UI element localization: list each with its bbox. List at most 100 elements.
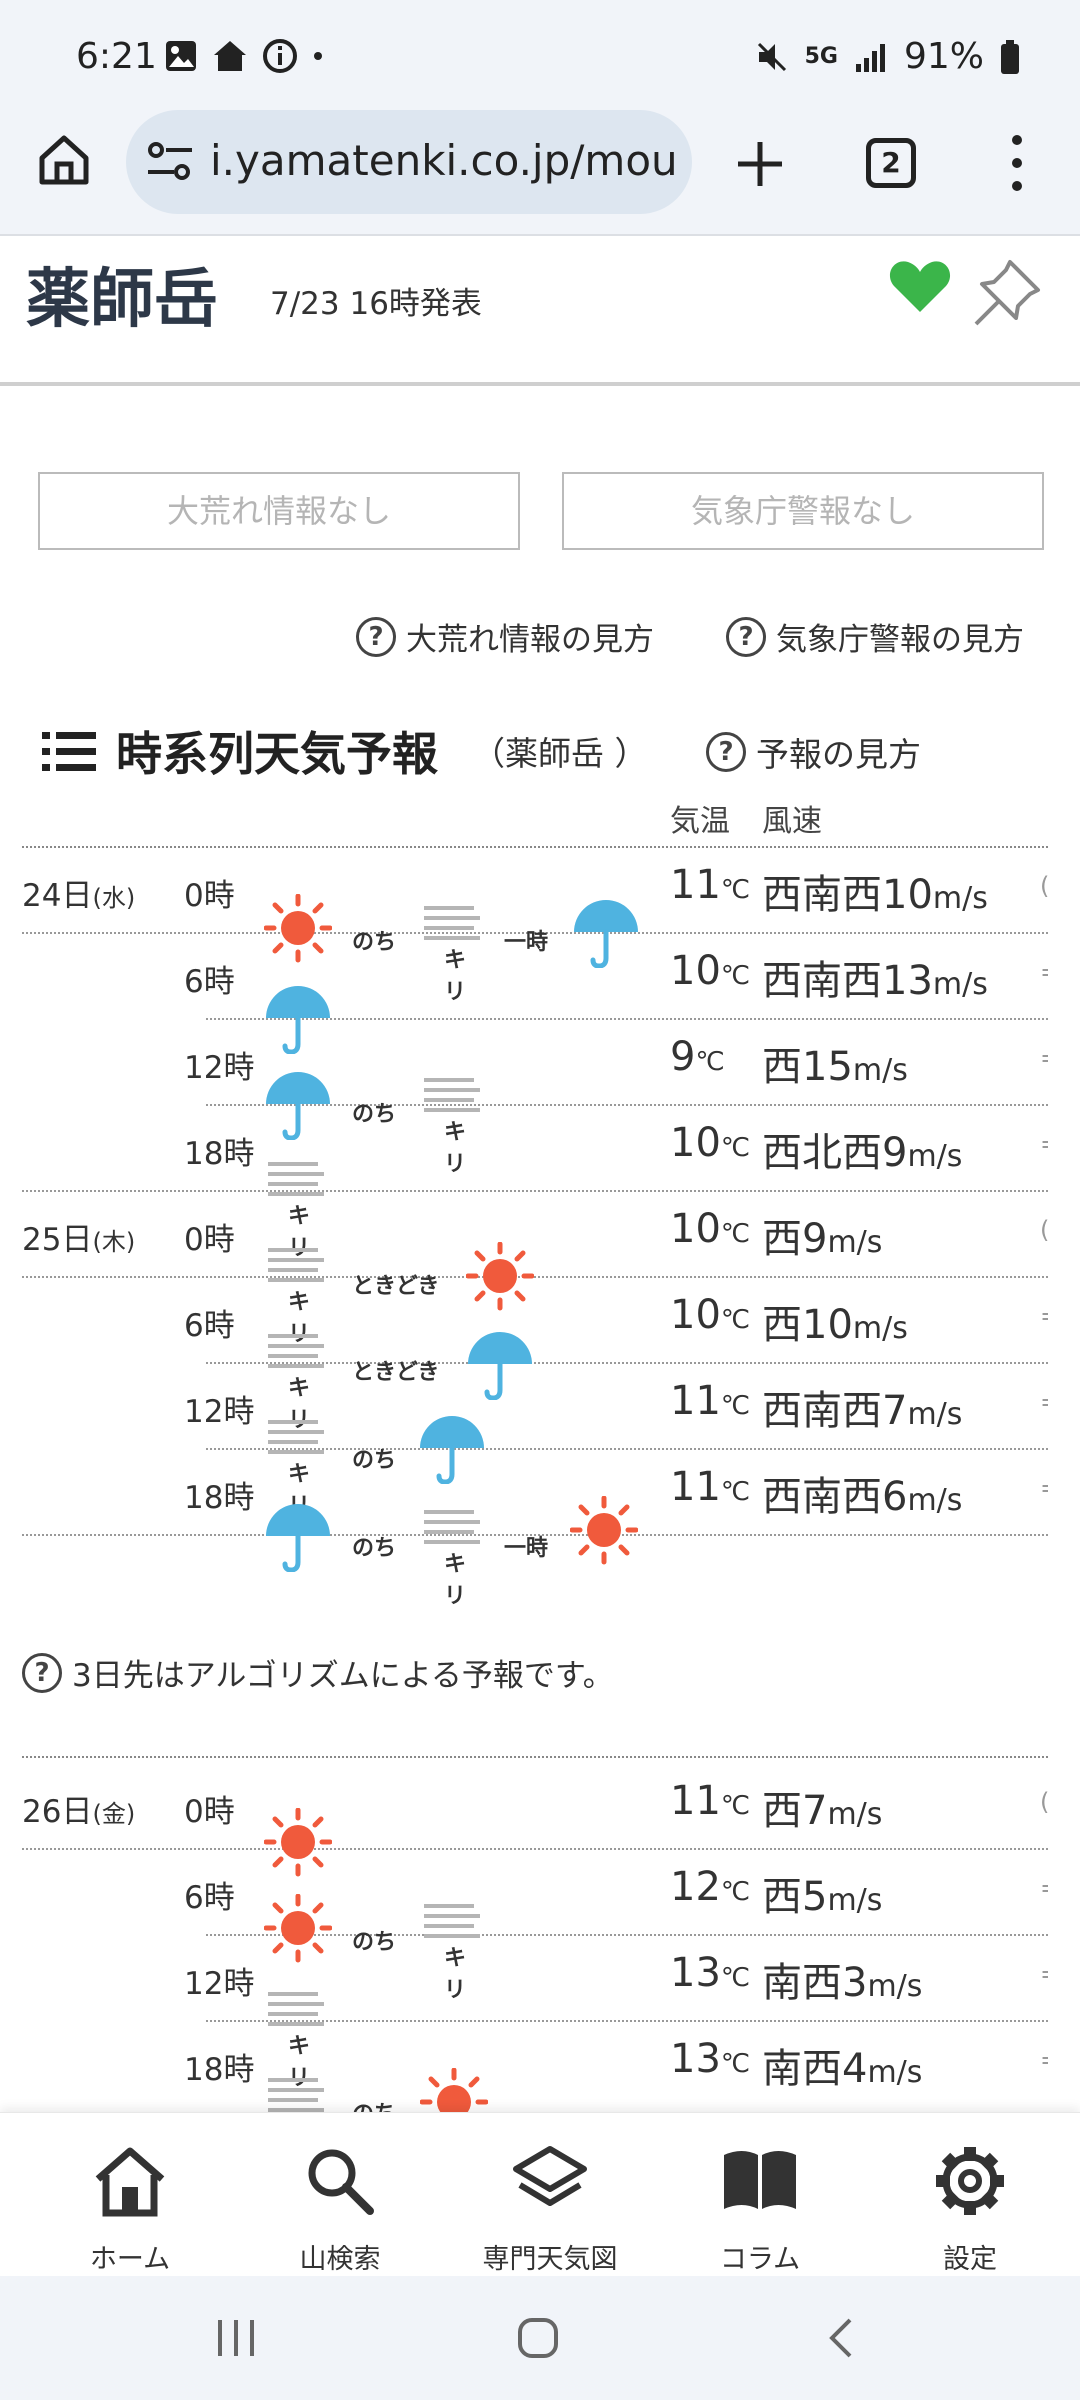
storm-help-link[interactable]: ? 大荒れ情報の見方	[356, 614, 654, 659]
back-icon[interactable]	[824, 2316, 858, 2360]
nav-weather-maps-label: 専門天気図	[482, 2244, 618, 2275]
forecast-temp: 11℃	[670, 862, 751, 908]
forecast-temp: 11℃	[670, 1378, 751, 1424]
question-icon: ?	[22, 1652, 62, 1693]
house-icon	[214, 41, 246, 71]
truncated-column: (	[1040, 1216, 1048, 1246]
nav-column[interactable]: コラム	[670, 2113, 850, 2277]
forecast-hour: 6時	[184, 1308, 235, 1344]
browser-home-icon[interactable]	[36, 132, 92, 188]
row-divider	[206, 2020, 1048, 2022]
url-text: i.yamatenki.co.jp/mou	[210, 136, 678, 185]
bottom-navigation: ホーム 山検索 専門天気図 コラム 設定	[0, 2112, 1080, 2276]
recent-apps-icon[interactable]	[214, 2316, 258, 2360]
forecast-hour: 6時	[184, 964, 235, 1000]
row-divider	[206, 1104, 1048, 1106]
forecast-temp: 9℃	[670, 1034, 725, 1080]
jma-help-label: 気象庁警報の見方	[776, 622, 1024, 658]
forecast-wind: 西5m/s	[762, 1874, 883, 1920]
row-divider	[22, 1276, 1048, 1278]
forecast-temp: 11℃	[670, 1778, 751, 1824]
battery-percent: 91%	[903, 36, 984, 77]
forecast-hour: 12時	[184, 1394, 255, 1430]
truncated-column: =	[1040, 1388, 1048, 1418]
nav-search-label: 山検索	[299, 2244, 381, 2275]
forecast-hour: 12時	[184, 1050, 255, 1086]
jma-help-link[interactable]: ? 気象庁警報の見方	[726, 614, 1024, 659]
temp-column-header: 気温	[670, 804, 730, 839]
truncated-column: (	[1040, 872, 1048, 902]
forecast-day: 25日(木)	[22, 1222, 136, 1258]
nav-settings-label: 設定	[943, 2244, 997, 2275]
forecast-temp: 10℃	[670, 1120, 751, 1166]
favorite-heart-icon[interactable]	[888, 258, 952, 314]
forecast-temp: 12℃	[670, 1864, 751, 1910]
question-icon: ?	[706, 732, 746, 772]
forecast-help-label: 予報の見方	[756, 735, 921, 774]
forecast-wind: 西南西7m/s	[762, 1388, 963, 1434]
forecast-temp: 10℃	[670, 1206, 751, 1252]
section-mountain-name: （薬師岳 ）	[472, 734, 648, 773]
list-icon	[42, 732, 96, 771]
forecast-section-title: 時系列天気予報 （薬師岳 ）	[42, 718, 648, 784]
table-divider	[22, 1756, 1048, 1758]
browser-toolbar: i.yamatenki.co.jp/mou 2	[0, 110, 1080, 236]
nav-weather-maps[interactable]: 専門天気図	[460, 2113, 640, 2277]
forecast-wind: 西10m/s	[762, 1302, 908, 1348]
forecast-hour: 18時	[184, 1480, 255, 1516]
mountain-header: 薬師岳 7/23 16時発表	[0, 236, 1080, 386]
dot-icon	[314, 52, 322, 60]
forecast-temp: 10℃	[670, 1292, 751, 1338]
nav-search[interactable]: 山検索	[250, 2113, 430, 2277]
nav-settings[interactable]: 設定	[880, 2113, 1060, 2277]
truncated-column: =	[1040, 1044, 1048, 1074]
tab-switcher-button[interactable]: 2	[866, 138, 916, 188]
url-bar[interactable]: i.yamatenki.co.jp/mou	[126, 110, 692, 214]
site-settings-icon[interactable]	[146, 140, 194, 184]
forecast-hour: 0時	[184, 1222, 235, 1258]
row-divider	[22, 1848, 1048, 1850]
more-menu-icon[interactable]	[1000, 130, 1034, 196]
truncated-column: =	[1040, 1960, 1048, 1990]
row-divider	[22, 1190, 1048, 1192]
forecast-hour: 12時	[184, 1966, 255, 2002]
forecast-wind: 南西4m/s	[762, 2046, 923, 2092]
forecast-day: 26日(金)	[22, 1794, 136, 1830]
forecast-help-link[interactable]: ? 予報の見方	[706, 728, 921, 776]
forecast-hour: 0時	[184, 1794, 235, 1830]
row-divider	[206, 1934, 1048, 1936]
nav-home[interactable]: ホーム	[40, 2113, 220, 2277]
truncated-column: =	[1040, 1474, 1048, 1504]
home-icon	[95, 2147, 165, 2217]
book-icon	[724, 2151, 796, 2209]
mute-icon	[757, 42, 786, 71]
forecast-wind: 西9m/s	[762, 1216, 883, 1262]
forecast-temp: 10℃	[670, 948, 751, 994]
question-icon: ?	[726, 616, 766, 657]
status-time: 6:21	[76, 36, 157, 77]
signal-icon	[855, 43, 885, 72]
info-icon	[263, 39, 297, 73]
row-divider	[206, 1362, 1048, 1364]
home-circle-icon[interactable]	[514, 2314, 562, 2362]
status-bar: 6:21 5G 91%	[0, 0, 1080, 110]
mountain-title: 薬師岳	[26, 263, 218, 337]
forecast-wind: 西15m/s	[762, 1044, 908, 1090]
storm-help-label: 大荒れ情報の見方	[406, 622, 654, 658]
forecast-day: 24日(水)	[22, 878, 136, 914]
nav-home-label: ホーム	[89, 2244, 171, 2275]
forecast-hour: 6時	[184, 1880, 235, 1916]
forecast-hour: 18時	[184, 2052, 255, 2088]
pin-icon[interactable]	[970, 256, 1044, 330]
storm-info-box: 大荒れ情報なし	[38, 472, 520, 550]
row-divider	[206, 1018, 1048, 1020]
row-divider	[206, 1448, 1048, 1450]
new-tab-icon[interactable]	[730, 134, 790, 194]
forecast-wind: 西南西10m/s	[762, 872, 988, 918]
